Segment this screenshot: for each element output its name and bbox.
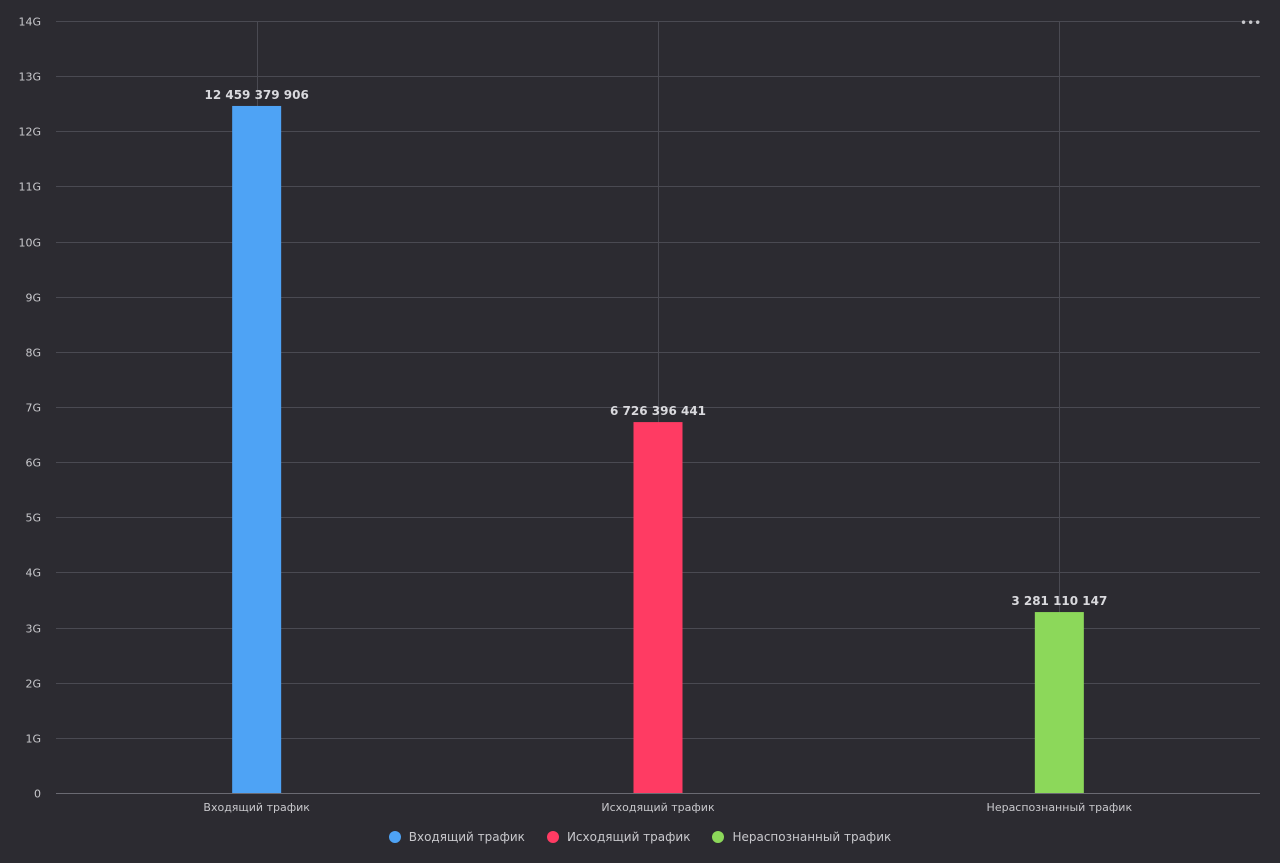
y-tick-label: 4G: [25, 567, 41, 580]
y-tick-label: 10G: [18, 237, 41, 250]
y-tick-label: 5G: [25, 512, 41, 525]
bar-value-label: 6 726 396 441: [610, 404, 706, 418]
bar-value-label: 12 459 379 906: [204, 88, 308, 102]
legend-item-outgoing[interactable]: Исходящий трафик: [546, 830, 691, 844]
y-tick-label: 13G: [18, 71, 41, 84]
y-tick-label: 6G: [25, 457, 41, 470]
x-axis: Входящий трафик Исходящий трафик Нераспозн…: [203, 801, 1132, 814]
legend-marker-icon: [712, 831, 725, 843]
legend-label: Нераспознанный трафик: [732, 830, 892, 844]
chart-legend: Входящий трафик Исходящий трафик Нераспо…: [0, 830, 1280, 844]
y-tick-label: 1G: [25, 733, 41, 746]
y-tick-label: 0: [34, 788, 41, 801]
y-tick-label: 11G: [18, 181, 41, 194]
y-tick-label: 8G: [25, 347, 41, 360]
bars: [232, 105, 1084, 793]
bar[interactable]: [232, 105, 282, 793]
x-tick-label: Входящий трафик: [203, 801, 310, 814]
bar-value-label: 3 281 110 147: [1011, 594, 1107, 608]
legend-label: Исходящий трафик: [566, 830, 691, 844]
y-tick-label: 2G: [25, 678, 41, 691]
y-tick-label: 14G: [18, 16, 41, 29]
bar[interactable]: [633, 422, 683, 793]
legend-item-incoming[interactable]: Входящий трафик: [388, 830, 525, 844]
y-axis: 0 1G 2G 3G 4G 5G 6G 7G 8G 9G 10G 11G 12G 13G 14G: [18, 16, 41, 801]
y-tick-label: 7G: [25, 402, 41, 415]
chart-menu-button[interactable]: •••: [1240, 16, 1262, 30]
y-tick-label: 3G: [25, 623, 41, 636]
data-labels: 12 459 379 906 6 726 396 441 3 281 110 147: [204, 88, 1107, 608]
legend-marker-icon: [388, 831, 401, 843]
x-tick-label: Нераспознанный трафик: [987, 801, 1133, 814]
bar[interactable]: [1034, 612, 1084, 793]
more-horizontal-icon: •••: [1240, 16, 1262, 30]
y-tick-label: 9G: [25, 292, 41, 305]
legend-label: Входящий трафик: [408, 830, 525, 844]
legend-item-unrecognized[interactable]: Нераспознанный трафик: [712, 830, 891, 844]
legend-marker-icon: [546, 831, 559, 843]
y-tick-label: 12G: [18, 126, 41, 139]
x-tick-label: Исходящий трафик: [601, 801, 715, 814]
